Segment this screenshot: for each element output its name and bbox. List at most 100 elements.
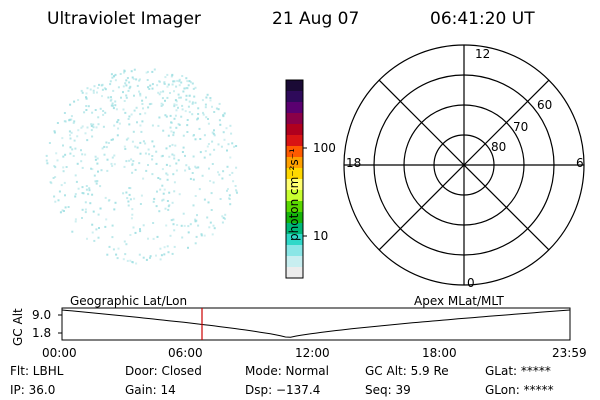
disk-pixel (231, 171, 234, 174)
disk-pixel (176, 79, 179, 82)
disk-pixel (103, 153, 106, 156)
disk-pixel (161, 154, 164, 157)
altitude-plot (58, 307, 571, 341)
disk-pixel (95, 126, 98, 129)
x-tick-0600: 06:00 (168, 346, 203, 360)
color-bar-segment (286, 157, 303, 169)
disk-pixel (136, 121, 138, 124)
disk-pixel (173, 103, 176, 106)
disk-pixel (206, 93, 209, 96)
disk-pixel (207, 118, 209, 120)
disk-pixel (112, 138, 114, 141)
disk-pixel (207, 122, 210, 125)
disk-pixel (187, 105, 190, 108)
disk-pixel (131, 208, 134, 211)
disk-pixel (195, 166, 198, 169)
disk-pixel (162, 192, 165, 195)
disk-pixel (171, 201, 174, 204)
disk-pixel (184, 154, 186, 157)
disk-pixel (167, 208, 170, 211)
disk-pixel (160, 105, 163, 107)
footer-seq: Seq: 39 (365, 383, 411, 397)
disk-pixel (166, 200, 169, 202)
disk-pixel (102, 110, 105, 112)
disk-pixel (136, 146, 139, 149)
footer-flt: Flt: LBHL (10, 364, 64, 378)
disk-pixel (62, 170, 65, 173)
disk-pixel (128, 159, 131, 162)
disk-pixel (96, 91, 98, 94)
disk-pixel (163, 188, 166, 191)
disk-pixel (91, 231, 94, 234)
disk-pixel (193, 95, 196, 98)
disk-pixel (139, 228, 141, 231)
disk-pixel (219, 123, 222, 126)
disk-pixel (103, 145, 106, 148)
app-title: Ultraviolet Imager (47, 9, 201, 29)
disk-pixel (223, 138, 226, 141)
disk-pixel (163, 253, 166, 256)
disk-pixel (75, 180, 78, 183)
disk-pixel (131, 76, 134, 79)
disk-pixel (49, 181, 52, 184)
disk-pixel (85, 105, 88, 107)
disk-pixel (172, 131, 175, 134)
disk-pixel (226, 149, 228, 152)
disk-pixel (208, 226, 211, 229)
disk-pixel (173, 154, 176, 157)
disk-pixel (215, 107, 218, 110)
disk-pixel (177, 123, 180, 126)
disk-pixel (96, 180, 99, 183)
disk-pixel (69, 137, 72, 140)
disk-pixel (173, 80, 176, 83)
disk-pixel (175, 162, 178, 165)
disk-pixel (73, 120, 76, 123)
disk-pixel (73, 100, 76, 103)
color-bar-segment (286, 80, 303, 92)
disk-pixel (189, 177, 192, 180)
disk-pixel (142, 224, 145, 227)
disk-pixel (142, 140, 145, 143)
disk-pixel (160, 102, 163, 105)
disk-pixel (81, 166, 84, 169)
disk-pixel (90, 123, 93, 126)
disk-pixel (157, 124, 160, 127)
disk-pixel (94, 109, 97, 111)
disk-pixel (102, 125, 105, 128)
date-label: 21 Aug 07 (272, 9, 360, 29)
disk-pixel (53, 165, 56, 167)
disk-pixel (186, 124, 189, 127)
disk-pixel (125, 160, 128, 163)
disk-pixel (195, 235, 198, 238)
disk-pixel (96, 87, 99, 89)
color-bar-segment (286, 223, 303, 235)
disk-pixel (166, 85, 169, 88)
disk-pixel (159, 91, 162, 94)
disk-pixel (90, 125, 93, 127)
disk-pixel (93, 174, 96, 177)
disk-pixel (162, 90, 165, 93)
disk-pixel (139, 92, 142, 95)
color-bar[interactable] (285, 79, 304, 279)
disk-pixel (192, 87, 195, 90)
disk-pixel (91, 135, 94, 138)
x-tick-2359: 23:59 (552, 346, 587, 360)
disk-pixel (127, 118, 130, 120)
disk-pixel (165, 163, 168, 166)
disk-pixel (124, 111, 127, 114)
disk-pixel (129, 259, 132, 262)
disk-pixel (228, 198, 231, 200)
disk-pixel (192, 155, 195, 158)
disk-pixel (74, 218, 77, 221)
disk-pixel (114, 73, 117, 76)
disk-pixel (84, 201, 87, 204)
disk-pixel (145, 258, 148, 261)
disk-pixel (71, 230, 74, 233)
disk-pixel (193, 134, 195, 136)
disk-pixel (181, 75, 184, 77)
disk-pixel (122, 91, 124, 94)
disk-pixel (64, 206, 67, 209)
polar-label-12: 12 (475, 47, 491, 61)
x-tick-0000: 00:00 (42, 346, 77, 360)
disk-pixel (127, 137, 130, 140)
